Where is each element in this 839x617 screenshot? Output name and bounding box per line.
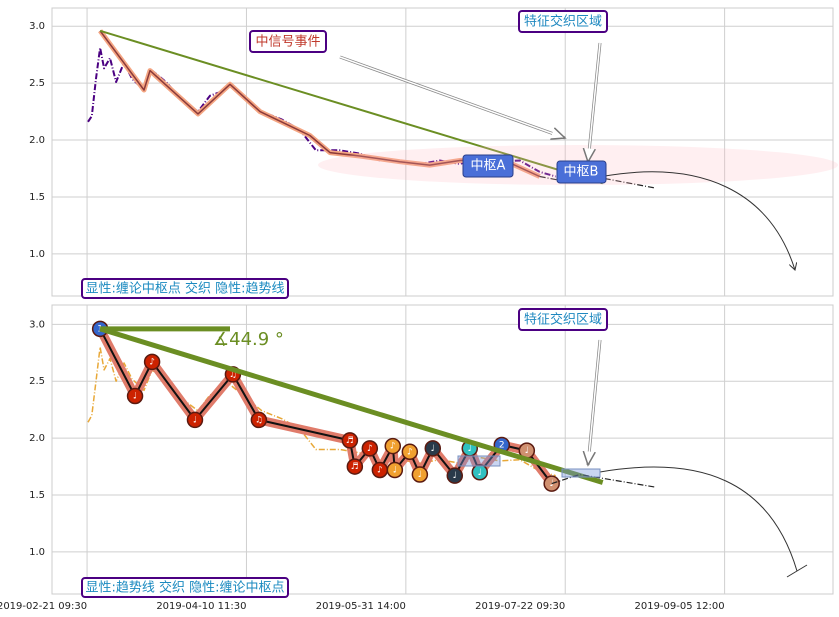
arrow <box>588 339 601 465</box>
pivot-marker <box>250 411 268 429</box>
pivot-label: ♪ <box>377 465 383 475</box>
pivot-marker <box>401 443 419 461</box>
pivot-marker <box>346 458 364 475</box>
pivot-label: ♪ <box>390 442 396 452</box>
pivot-marker <box>361 440 379 457</box>
legend-text: 显性:缠论中枢点 交织 隐性:趋势线 <box>85 281 284 297</box>
pivot-label: ♩ <box>468 444 472 454</box>
pivot-marker <box>424 440 442 457</box>
pivot-zone <box>561 468 601 478</box>
pivot-box <box>556 160 607 184</box>
pivot-label: ♪ <box>149 357 155 367</box>
pivot-zone <box>457 455 501 467</box>
pivot-marker <box>143 353 161 371</box>
y-tick-label: 2.5 <box>29 376 45 387</box>
pivot-box <box>462 154 514 178</box>
pivot-marker <box>411 466 429 483</box>
series-line <box>99 326 604 485</box>
arrow <box>588 42 601 162</box>
y-tick-label: 2.0 <box>29 135 45 146</box>
annotations: 中信号事件 特征交织区域 中枢A 中枢B 显性:缠论中枢点 交织 隐性:趋势线 … <box>81 10 838 598</box>
pivot-label: ♩ <box>418 470 422 480</box>
annotation: 中枢A <box>471 159 506 174</box>
legend-box <box>81 278 289 299</box>
y-tick-label: 3.0 <box>29 319 45 330</box>
annotation: 中枢B <box>564 165 599 180</box>
angle-label: ∡44.9 ° <box>213 329 284 350</box>
arrow <box>339 56 565 138</box>
pivot-label: ♩ <box>393 465 397 475</box>
pivot-label: ♩ <box>133 392 137 402</box>
data-layer: 1.0 1.5 2.0 2.5 3.0 1.0 1.5 2.0 2.5 3.0 2019-02-21… <box>0 8 833 612</box>
legend-box <box>81 577 289 598</box>
x-tick-label: 2019-02-21 09:30 <box>0 601 87 612</box>
pivot-label: 2 <box>499 440 505 450</box>
pivot-label: ♩ <box>478 468 482 478</box>
pivot-label: ♩ <box>431 444 435 454</box>
pivot-marker <box>186 411 204 429</box>
y-tick-label: 2.0 <box>29 433 45 444</box>
pivot-marker <box>341 432 359 449</box>
pivot-label: ♫ <box>255 415 263 425</box>
series-line <box>87 346 556 477</box>
pivot-marker <box>471 464 489 481</box>
pivot-label: ♫ <box>229 370 237 380</box>
pivot-marker <box>126 387 144 405</box>
pivot-label: ♩ <box>550 479 554 489</box>
x-tick-label: 2019-09-05 12:00 <box>634 601 724 612</box>
y-tick-label: 3.0 <box>29 21 45 32</box>
pivot-marker <box>543 475 560 492</box>
curved-arrow <box>599 466 798 572</box>
pivot-label: ♩ <box>453 471 457 481</box>
pivot-marker <box>386 461 404 479</box>
x-tick-label: 2019-07-22 09:30 <box>475 601 565 612</box>
series-line <box>551 473 655 488</box>
label-box <box>249 30 327 53</box>
legend-text: 显性:趋势线 交织 隐性:缠论中枢点 <box>85 580 284 596</box>
y-tick-label: 2.5 <box>29 78 45 89</box>
arrow-bar <box>786 564 808 578</box>
pivot-label: ♩ <box>193 415 197 425</box>
label-box <box>518 10 608 33</box>
x-tick-label: 2019-05-31 14:00 <box>316 601 406 612</box>
y-tick-label: 1.5 <box>29 490 45 501</box>
pivot-label: ♪ <box>407 447 413 457</box>
pivot-label: ♬ <box>351 462 359 472</box>
annotation: 特征交织区域 <box>524 14 602 30</box>
annotation: 中信号事件 <box>255 35 320 50</box>
pivot-label: ♪ <box>367 444 373 454</box>
label-box <box>518 308 608 331</box>
pivot-marker <box>384 437 402 455</box>
pivot-label: ♩ <box>525 446 529 456</box>
x-tick-label: 2019-04-10 11:30 <box>156 601 246 612</box>
series-line <box>99 29 603 185</box>
curved-arrow <box>604 171 795 270</box>
y-tick-label: 1.0 <box>29 547 45 558</box>
series-line <box>99 30 541 178</box>
y-tick-label: 1.0 <box>29 249 45 260</box>
annotation: 特征交织区域 <box>524 312 602 328</box>
background <box>51 7 834 595</box>
pivot-label: ♬ <box>346 436 354 446</box>
pivot-marker <box>446 467 464 484</box>
y-tick-label: 1.5 <box>29 192 45 203</box>
